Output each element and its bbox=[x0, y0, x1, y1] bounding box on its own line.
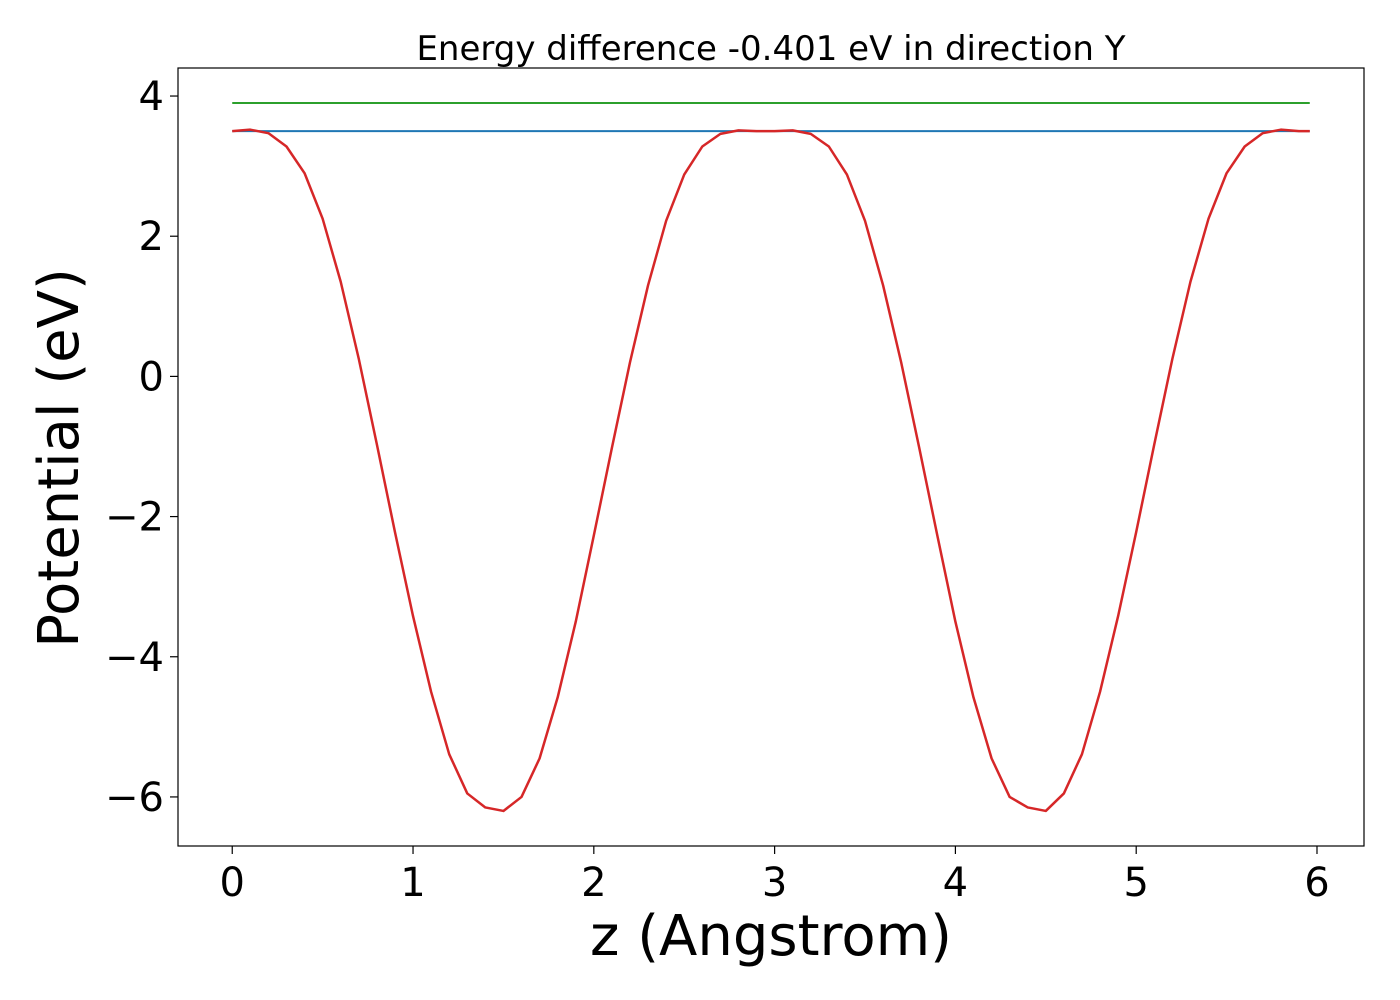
x-tick-label: 5 bbox=[1123, 860, 1148, 906]
x-axis: 0 1 2 3 4 5 6 bbox=[220, 846, 1330, 906]
series-line-1 bbox=[232, 128, 1310, 813]
x-tick-label: 4 bbox=[943, 860, 968, 906]
y-tick-label: −2 bbox=[105, 495, 164, 541]
y-axis-label: Potential (eV) bbox=[27, 268, 92, 648]
axes-frame bbox=[177, 67, 1365, 847]
x-tick-label: 6 bbox=[1304, 860, 1329, 906]
y-tick-label: −4 bbox=[105, 635, 164, 681]
y-tick-label: −6 bbox=[105, 775, 164, 821]
plot-area bbox=[177, 67, 1365, 847]
x-tick-label: 0 bbox=[220, 860, 245, 906]
y-tick-label: 2 bbox=[139, 214, 164, 260]
x-tick-label: 1 bbox=[400, 860, 425, 906]
y-axis: −6 −4 −2 0 2 4 bbox=[105, 74, 178, 821]
x-tick-label: 2 bbox=[581, 860, 606, 906]
x-tick-label: 3 bbox=[762, 860, 787, 906]
chart-title: Energy difference -0.401 eV in direction… bbox=[416, 29, 1125, 69]
y-tick-label: 4 bbox=[139, 74, 164, 120]
x-axis-label: z (Angstrom) bbox=[590, 904, 952, 969]
y-tick-label: 0 bbox=[139, 354, 164, 400]
